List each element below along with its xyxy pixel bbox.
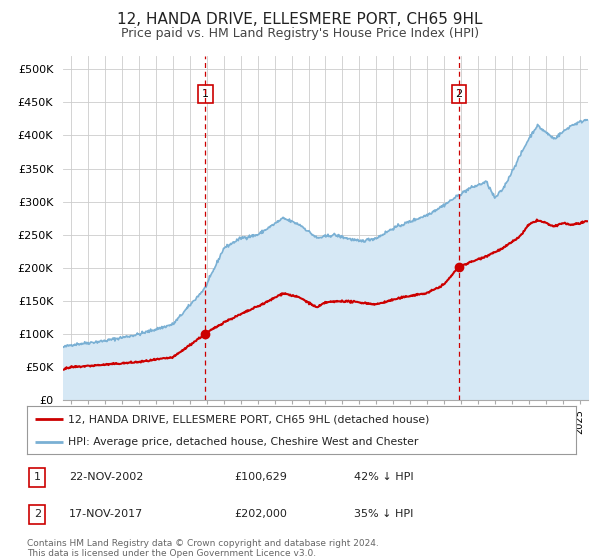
Text: 1: 1 — [202, 89, 209, 99]
Text: 12, HANDA DRIVE, ELLESMERE PORT, CH65 9HL: 12, HANDA DRIVE, ELLESMERE PORT, CH65 9H… — [117, 12, 483, 27]
Text: £100,629: £100,629 — [234, 472, 287, 482]
Text: 42% ↓ HPI: 42% ↓ HPI — [354, 472, 413, 482]
Text: 2: 2 — [34, 509, 41, 519]
Text: HPI: Average price, detached house, Cheshire West and Chester: HPI: Average price, detached house, Ches… — [68, 437, 419, 447]
Text: £202,000: £202,000 — [234, 509, 287, 519]
Text: 2: 2 — [455, 89, 463, 99]
Text: Contains HM Land Registry data © Crown copyright and database right 2024.
This d: Contains HM Land Registry data © Crown c… — [27, 539, 379, 558]
Text: 12, HANDA DRIVE, ELLESMERE PORT, CH65 9HL (detached house): 12, HANDA DRIVE, ELLESMERE PORT, CH65 9H… — [68, 414, 430, 424]
Text: 1: 1 — [34, 472, 41, 482]
Text: 35% ↓ HPI: 35% ↓ HPI — [354, 509, 413, 519]
Text: 22-NOV-2002: 22-NOV-2002 — [69, 472, 143, 482]
Text: Price paid vs. HM Land Registry's House Price Index (HPI): Price paid vs. HM Land Registry's House … — [121, 27, 479, 40]
Text: 17-NOV-2017: 17-NOV-2017 — [69, 509, 143, 519]
